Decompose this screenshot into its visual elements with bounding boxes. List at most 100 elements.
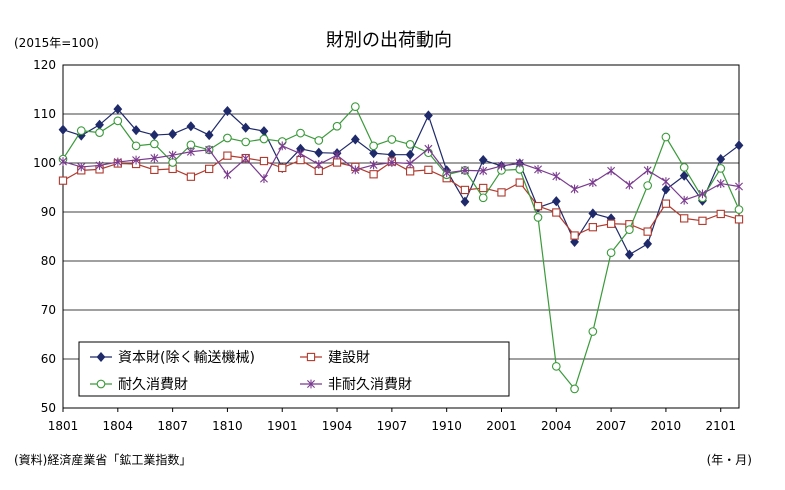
series-4-point-1910 bbox=[442, 168, 451, 178]
x-tick-label-1804: 1804 bbox=[103, 419, 134, 433]
series-1-point-1909 bbox=[424, 110, 433, 121]
series-1-point-1906 bbox=[369, 148, 378, 159]
legend-marker-3 bbox=[96, 379, 106, 389]
series-3-point-2007 bbox=[606, 248, 616, 258]
legend-item-3: 耐久消費財 bbox=[90, 377, 188, 393]
source-note: (資料)経済産業省「鉱工業指数」 bbox=[14, 452, 191, 467]
series-4-point-2009 bbox=[643, 165, 652, 175]
series-1-point-1806 bbox=[149, 130, 159, 141]
series-1-point-1808 bbox=[186, 121, 196, 132]
y-tick-label-90: 90 bbox=[41, 205, 56, 219]
series-4-point-1901 bbox=[278, 141, 287, 151]
series-3-point-2005 bbox=[570, 384, 579, 394]
series-3-point-2101 bbox=[716, 164, 726, 173]
series-1-point-1810 bbox=[223, 106, 232, 117]
x-axis-label: (年・月) bbox=[707, 453, 752, 467]
series-2-point-2101 bbox=[716, 209, 725, 219]
series-3-point-2006 bbox=[588, 327, 598, 336]
legend-item-4: 非耐久消費財 bbox=[300, 377, 412, 393]
series-2-point-2001 bbox=[497, 188, 506, 197]
series-2-point-1801 bbox=[58, 176, 68, 185]
series-3-point-2010 bbox=[661, 132, 671, 142]
series-4-point-1905 bbox=[351, 165, 360, 175]
y-tick-label-110: 110 bbox=[33, 107, 56, 121]
series-4-point-2012 bbox=[698, 189, 707, 199]
series-1-point-2004 bbox=[551, 196, 561, 207]
series-2-point-2010 bbox=[661, 199, 671, 208]
series-3-point-2011 bbox=[679, 163, 689, 172]
x-tick-label-2010: 2010 bbox=[651, 419, 682, 433]
series-1-point-1911 bbox=[460, 196, 470, 207]
series-4-point-1805 bbox=[132, 155, 141, 165]
series-1-point-1811 bbox=[241, 122, 251, 133]
y-tick-label-70: 70 bbox=[41, 303, 56, 317]
series-1-point-1912 bbox=[478, 155, 488, 166]
legend-item-1: 資本財(除く輸送機械) bbox=[90, 350, 255, 366]
x-tick-labels: 1801 1804 1807 1810 1901 1904 1907 1910 2001 2004… bbox=[48, 408, 736, 433]
series-2-line bbox=[62, 155, 740, 237]
series-4-point-1811 bbox=[241, 154, 250, 163]
series-4-point-2001 bbox=[497, 161, 506, 171]
series-2-point-1812 bbox=[259, 156, 269, 166]
legend-marker-4 bbox=[307, 379, 315, 389]
series-4-point-2005 bbox=[570, 184, 579, 194]
series-3-point-1907 bbox=[387, 135, 397, 144]
grid-layer bbox=[63, 113, 739, 360]
series-4-point-2002 bbox=[515, 158, 524, 168]
series-4-point-1907 bbox=[387, 158, 396, 167]
legend-item-2: 建設財 bbox=[300, 350, 370, 366]
series-4-point-1912 bbox=[479, 166, 488, 176]
y-tick-labels: 50 60 70 80 90 100 110 120 bbox=[33, 58, 56, 415]
series-4-point-1909 bbox=[424, 144, 433, 154]
series-2-point-1810 bbox=[223, 151, 232, 160]
series-3-point-2008 bbox=[625, 225, 634, 234]
series-1-point-1809 bbox=[204, 130, 214, 141]
series-2-point-1808 bbox=[186, 172, 196, 181]
series-1-point-2009 bbox=[643, 238, 653, 249]
series-1-point-1801 bbox=[58, 124, 68, 135]
series-2 bbox=[58, 151, 744, 240]
series-2-point-2011 bbox=[680, 214, 689, 223]
series-4 bbox=[59, 141, 743, 205]
series-4-point-2011 bbox=[680, 195, 689, 205]
series-4-point-1911 bbox=[460, 165, 469, 175]
series-4-point-1904 bbox=[333, 150, 342, 160]
series-3-point-1803 bbox=[95, 128, 104, 137]
series-4-point-1801 bbox=[59, 157, 67, 166]
x-tick-label-1807: 1807 bbox=[157, 419, 188, 433]
series-1 bbox=[58, 104, 744, 260]
unit-note: (2015年=100) bbox=[14, 36, 99, 50]
series-2-point-2102 bbox=[734, 215, 744, 224]
x-tick-label-1810: 1810 bbox=[212, 419, 243, 433]
legend-marker-1 bbox=[96, 351, 106, 363]
x-tick-label-2101: 2101 bbox=[705, 419, 736, 433]
plot-frame bbox=[62, 64, 740, 409]
series-3-point-1804 bbox=[113, 116, 123, 126]
series-1-point-1803 bbox=[95, 119, 104, 130]
series-3-point-2004 bbox=[551, 362, 561, 371]
series-2-point-1912 bbox=[479, 183, 488, 193]
x-tick-label-1907: 1907 bbox=[377, 419, 408, 433]
series-3-point-1807 bbox=[168, 158, 177, 167]
series-3-point-1802 bbox=[76, 126, 86, 136]
series-4-point-1809 bbox=[205, 145, 214, 155]
series-1-point-2010 bbox=[661, 184, 671, 195]
series-3-point-2102 bbox=[734, 205, 744, 214]
series-2-point-2005 bbox=[570, 231, 579, 240]
series-1-line bbox=[62, 108, 740, 256]
x-tick-label-1901: 1901 bbox=[267, 419, 298, 433]
series-4-point-2003 bbox=[534, 164, 543, 174]
series-4-point-1906 bbox=[369, 160, 378, 170]
legend-box bbox=[78, 341, 510, 397]
series-3-point-1810 bbox=[223, 133, 232, 143]
series-4-point-2101 bbox=[716, 179, 725, 188]
series-4-point-1807 bbox=[168, 150, 177, 160]
series-1-point-1812 bbox=[259, 126, 269, 137]
legend-label-3: 耐久消費財 bbox=[118, 377, 188, 393]
series-4-point-1902 bbox=[296, 149, 305, 159]
series-3-point-1806 bbox=[150, 139, 159, 149]
series-3-point-1904 bbox=[332, 121, 342, 131]
series-4-point-2102 bbox=[735, 182, 743, 191]
